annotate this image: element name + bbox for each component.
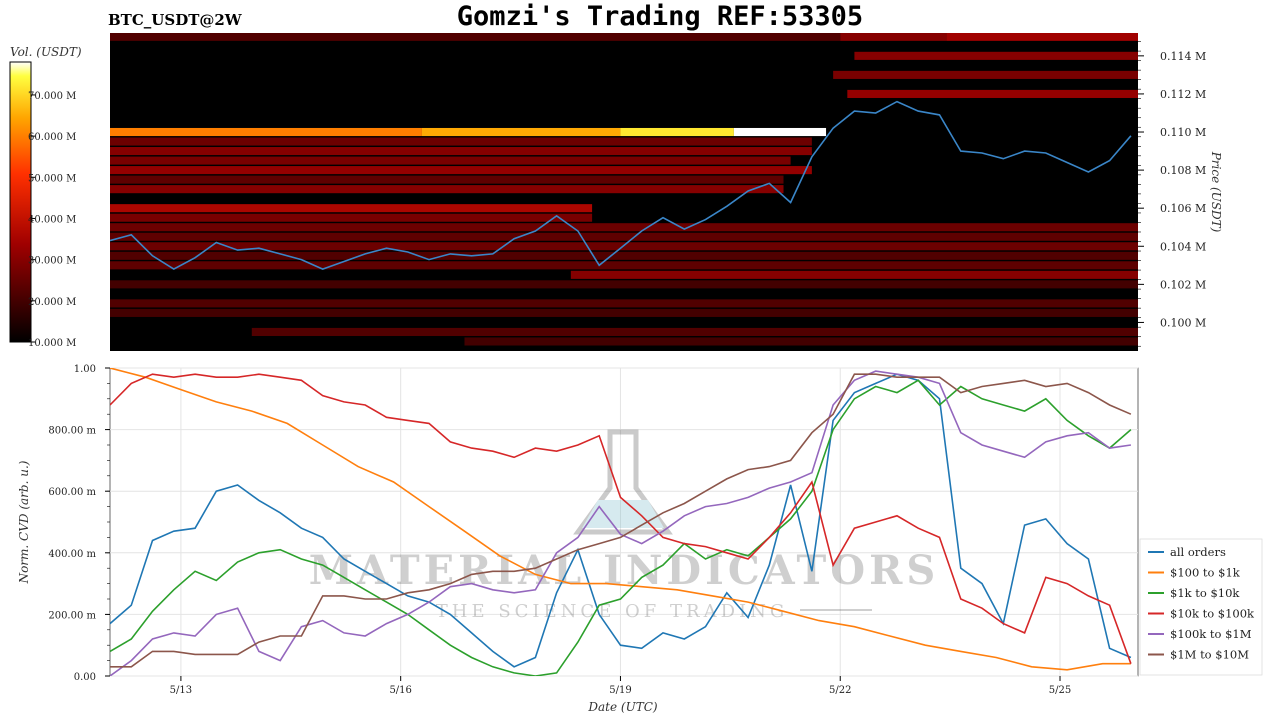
cvd-axis-label: Norm. CVD (arb. u.) <box>17 460 31 584</box>
liquidity-wall-10-0 <box>110 185 784 194</box>
watermark-sub: THE SCIENCE OF TRADING <box>436 601 789 622</box>
date-tick-label-1: 5/16 <box>389 685 411 696</box>
price-tick-label-0: 0.100 M <box>1160 316 1206 329</box>
liquidity-wall-0-1 <box>421 127 621 137</box>
price-tick-label-7: 0.114 M <box>1160 50 1206 63</box>
flask-icon <box>573 429 673 535</box>
liquidity-wall-13-0 <box>110 223 1138 232</box>
colorbar-tick-label-3: 40.000 M <box>28 214 76 225</box>
cvd-tick-label-4: 800.00 m <box>48 426 96 437</box>
cvd-tick-label-5: 1.00 <box>74 364 96 375</box>
heatmap-panel: 0.100 M 0.102 M 0.104 M 0.106 M 0.108 M 0.110… <box>110 33 1223 351</box>
liquidity-wall-6-0 <box>110 147 812 156</box>
legend-label-5: $1M to $10M <box>1170 648 1249 662</box>
watermark-main: MATERIAL INDICATORS <box>309 547 940 594</box>
liquidity-wall-19-0 <box>110 280 1138 289</box>
liquidity-wall-8-0 <box>110 166 812 175</box>
colorbar-tick-label-4: 50.000 M <box>28 173 76 184</box>
liquidity-wall-23-0 <box>464 337 1138 346</box>
cvd-tick-label-3: 600.00 m <box>48 487 96 498</box>
colorbar-tick-label-2: 30.000 M <box>28 256 76 267</box>
cvd-tick-label-2: 400.00 m <box>48 549 96 560</box>
colorbar-gradient <box>9 61 32 343</box>
legend-box <box>1139 538 1263 676</box>
liquidity-wall-12-0 <box>110 213 593 222</box>
date-tick-label-0: 5/13 <box>170 685 192 696</box>
price-series-line <box>110 100 1132 271</box>
liquidity-wall-11-0 <box>110 204 593 213</box>
cvd-tick-label-0: 0.00 <box>74 672 96 683</box>
liquidity-wall-3-0 <box>833 70 1138 79</box>
liquidity-wall-9-0 <box>110 175 784 184</box>
liquidity-wall-16-0 <box>110 251 1138 260</box>
liquidity-wall-1-2 <box>946 33 1138 41</box>
liquidity-wall-18-0 <box>570 270 1138 279</box>
legend: all orders $100 to $1k $1k to $10k $10k to … <box>1139 538 1263 676</box>
cvd-series-line-2 <box>110 379 1132 676</box>
liquidity-wall-7-0 <box>110 156 791 165</box>
colorbar-tick-label-6: 70.000 M <box>28 91 76 102</box>
date-tick-label-3: 5/22 <box>829 685 851 696</box>
cvd-panel: MATERIAL INDICATORS THE SCIENCE OF TRADI… <box>17 364 1263 714</box>
liquidity-wall-20-0 <box>110 299 1138 308</box>
legend-label-0: all orders <box>1170 545 1226 559</box>
colorbar-label: Vol. (USDT) <box>10 45 82 59</box>
liquidity-wall-22-0 <box>251 327 1138 337</box>
liquidity-wall-14-0 <box>110 232 1138 241</box>
colorbar-tick-label-1: 20.000 M <box>28 297 76 308</box>
liquidity-wall-17-0 <box>110 261 1138 270</box>
price-tick-label-1: 0.102 M <box>1160 278 1206 291</box>
chart-title: Gomzi's Trading REF:53305 <box>457 1 863 32</box>
legend-label-3: $10k to $100k <box>1170 607 1255 621</box>
legend-label-1: $100 to $1k <box>1170 566 1241 580</box>
price-tick-label-6: 0.112 M <box>1160 88 1206 101</box>
symbol-label: BTC_USDT@2W <box>108 11 243 29</box>
liquidity-wall-1-1 <box>840 33 947 41</box>
price-tick-label-3: 0.106 M <box>1160 202 1206 215</box>
price-axis-label: Price (USDT) <box>1209 151 1223 233</box>
colorbar: Vol. (USDT) 10.000 M 20.000 M 30.000 M 40.0… <box>9 45 82 349</box>
cvd-series-line-4 <box>110 370 1132 676</box>
cvd-series-line-1 <box>110 368 1131 671</box>
liquidity-wall-2-0 <box>854 51 1138 60</box>
liquidity-wall-4-0 <box>847 89 1138 98</box>
liquidity-wall-21-0 <box>110 308 1138 317</box>
legend-label-2: $1k to $10k <box>1170 586 1240 600</box>
colorbar-tick-label-5: 60.000 M <box>28 132 76 143</box>
flask-liquid-icon <box>582 500 664 528</box>
date-tick-label-4: 5/25 <box>1049 685 1071 696</box>
colorbar-tick-label-0: 10.000 M <box>28 338 76 349</box>
date-tick-label-2: 5/19 <box>609 685 631 696</box>
price-tick-label-5: 0.110 M <box>1160 126 1206 139</box>
cvd-series-line-3 <box>110 373 1132 664</box>
date-axis-label: Date (UTC) <box>587 700 657 714</box>
legend-label-4: $100k to $1M <box>1170 627 1252 641</box>
cvd-series-line-5 <box>110 373 1132 668</box>
liquidity-wall-1-0 <box>110 33 841 41</box>
liquidity-wall-0-3 <box>733 127 827 137</box>
liquidity-wall-5-0 <box>110 137 812 146</box>
liquidity-wall-0-0 <box>110 127 422 137</box>
cvd-series-line-0 <box>110 373 1132 668</box>
price-tick-label-2: 0.104 M <box>1160 240 1206 253</box>
cvd-background <box>109 367 1139 677</box>
price-tick-label-4: 0.108 M <box>1160 164 1206 177</box>
liquidity-wall-0-2 <box>620 127 734 137</box>
cvd-tick-label-1: 200.00 m <box>48 610 96 621</box>
